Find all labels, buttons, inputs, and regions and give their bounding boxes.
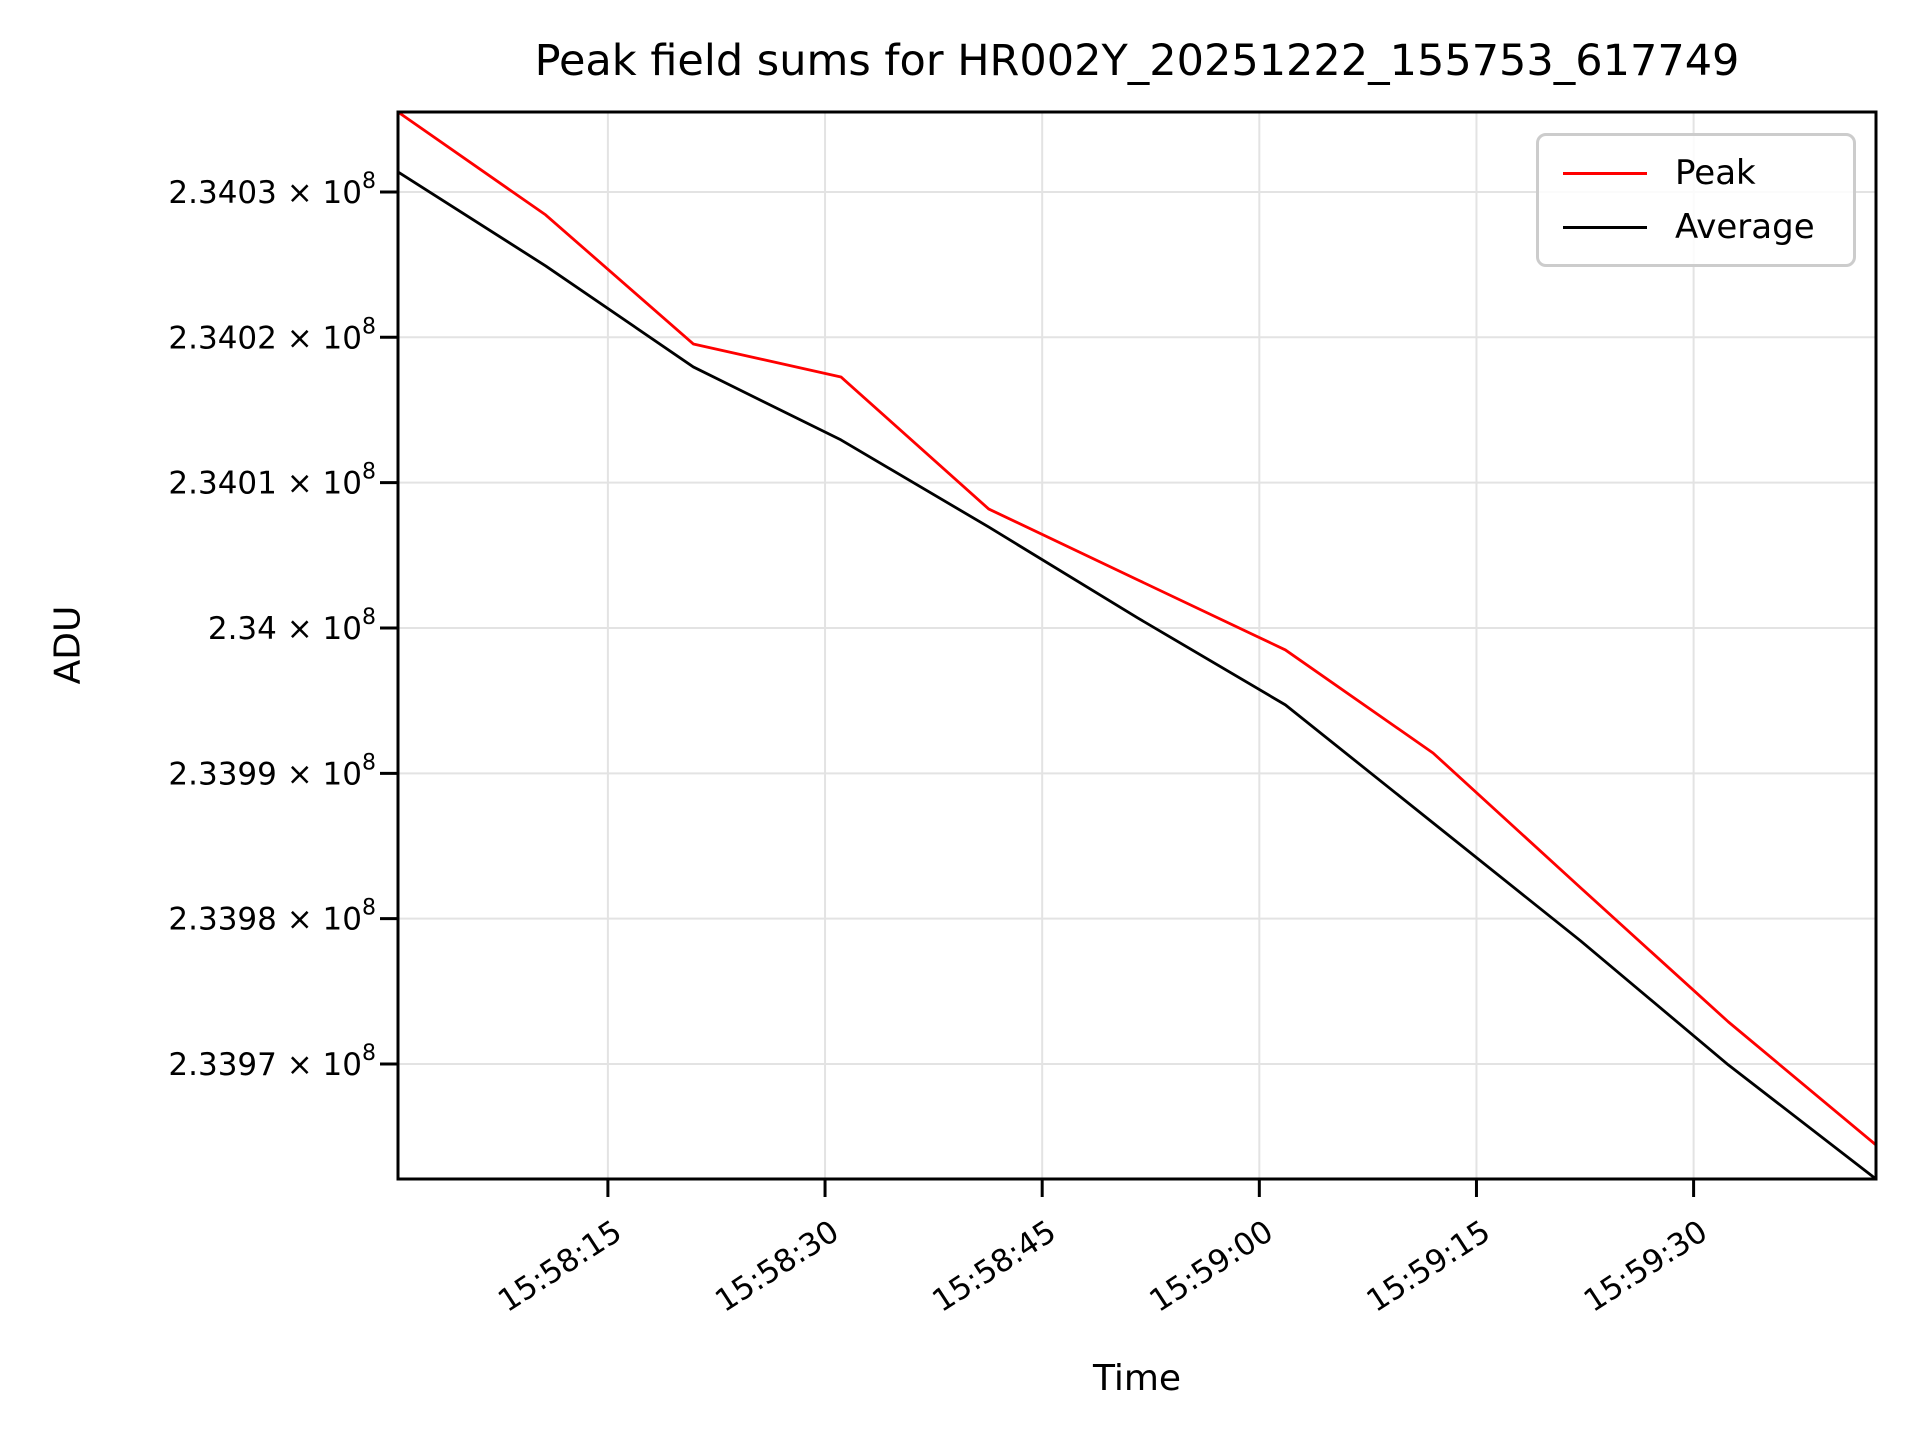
legend: Peak Average — [1536, 133, 1856, 267]
legend-label-average: Average — [1675, 207, 1815, 247]
average-line-sample-icon — [1563, 225, 1647, 229]
y-tick-label: 2.34 × 108 — [208, 605, 376, 647]
plot-border — [396, 110, 1878, 1181]
series-line-average — [396, 170, 1878, 1181]
x-tick-label: 15:58:45 — [926, 1214, 1062, 1320]
y-tick-label: 2.3398 × 108 — [168, 896, 376, 938]
y-tick-label: 2.3397 × 108 — [168, 1041, 376, 1083]
legend-label-peak: Peak — [1675, 153, 1756, 193]
y-axis-label: ADU — [47, 605, 89, 685]
y-tick-label: 2.3402 × 108 — [168, 314, 376, 356]
x-tick-label: 15:59:00 — [1143, 1214, 1279, 1320]
x-tick-label: 15:59:15 — [1360, 1214, 1496, 1320]
legend-item-peak: Peak — [1563, 156, 1853, 190]
x-tick-label: 15:58:15 — [492, 1214, 628, 1320]
x-tick-label: 15:58:30 — [709, 1214, 845, 1320]
series-line-peak — [396, 110, 1878, 1147]
chart-title: Peak field sums for HR002Y_20251222_1557… — [534, 36, 1740, 86]
peak-line-sample-icon — [1563, 171, 1647, 175]
y-tick-label: 2.3401 × 108 — [168, 460, 376, 502]
y-tick-label: 2.3399 × 108 — [168, 750, 376, 792]
legend-item-average: Average — [1563, 210, 1853, 244]
x-axis-label: Time — [1092, 1358, 1182, 1399]
x-tick-label: 15:59:30 — [1578, 1214, 1714, 1320]
y-tick-label: 2.3403 × 108 — [168, 169, 376, 211]
